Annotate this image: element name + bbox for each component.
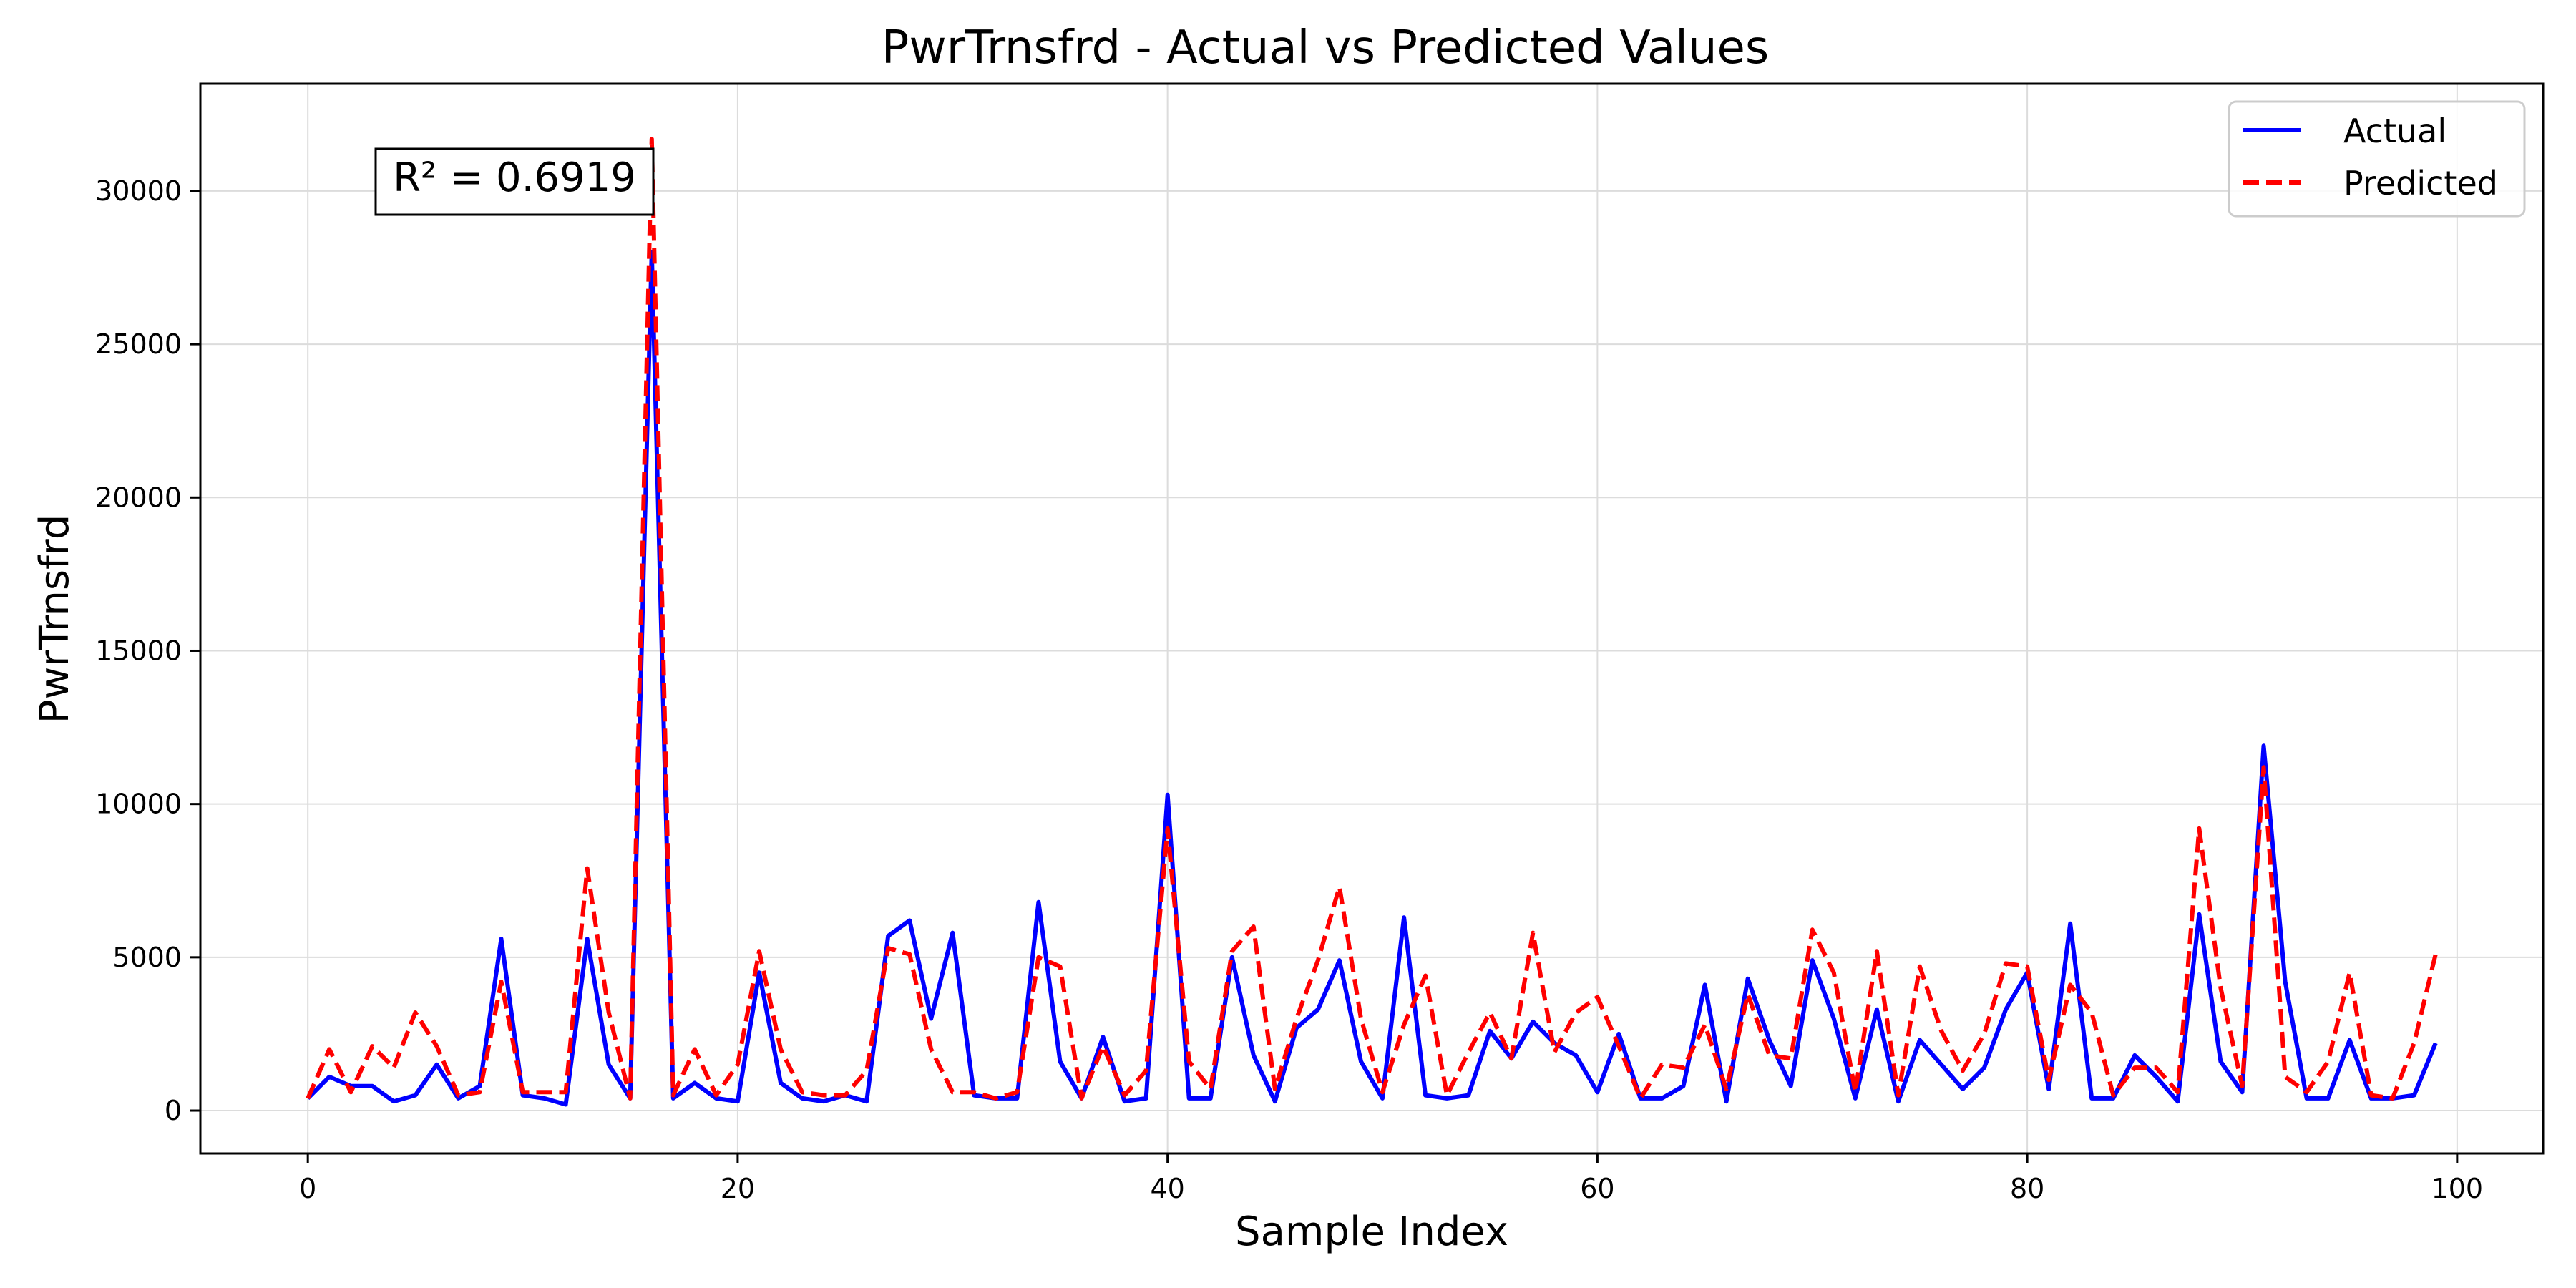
legend-label-predicted: Predicted: [2343, 164, 2498, 203]
legend-box: [2228, 100, 2526, 218]
y-axis-label: PwrTrnsfrd: [31, 514, 78, 724]
axes-ticks: 0 20 40 60 80 100 0 5000 10000 15000 20000 25000 300…: [95, 175, 2483, 1204]
plot-frame: [199, 82, 2545, 1155]
x-axis-label: Sample Index: [1235, 1209, 1508, 1255]
x-tick-label: 60: [1580, 1173, 1614, 1204]
x-tick-label: 40: [1150, 1173, 1184, 1204]
y-tick-label: 0: [165, 1095, 182, 1126]
y-tick-label: 20000: [95, 482, 182, 513]
r-squared-annotation: R² = 0.6919: [374, 147, 655, 216]
y-tick-label: 25000: [95, 328, 182, 360]
x-tick-label: 100: [2431, 1173, 2484, 1204]
y-tick-label: 10000: [95, 789, 182, 820]
legend: Actual Predicted: [2228, 100, 2526, 218]
series-layer: [306, 137, 2438, 1107]
annotation-box: [374, 147, 655, 216]
chart-title: PwrTrnsfrd - Actual vs Predicted Values: [882, 21, 1769, 74]
y-tick-label: 15000: [95, 635, 182, 666]
r-squared-text: R² = 0.6919: [393, 155, 636, 201]
legend-label-actual: Actual: [2343, 112, 2446, 150]
x-tick-label: 80: [2010, 1173, 2044, 1204]
x-tick-label: 20: [721, 1173, 755, 1204]
x-tick-label: 0: [299, 1173, 316, 1204]
y-tick-label: 5000: [112, 942, 182, 973]
y-tick-label: 30000: [95, 175, 182, 207]
series-line-predicted: [306, 137, 2438, 1101]
